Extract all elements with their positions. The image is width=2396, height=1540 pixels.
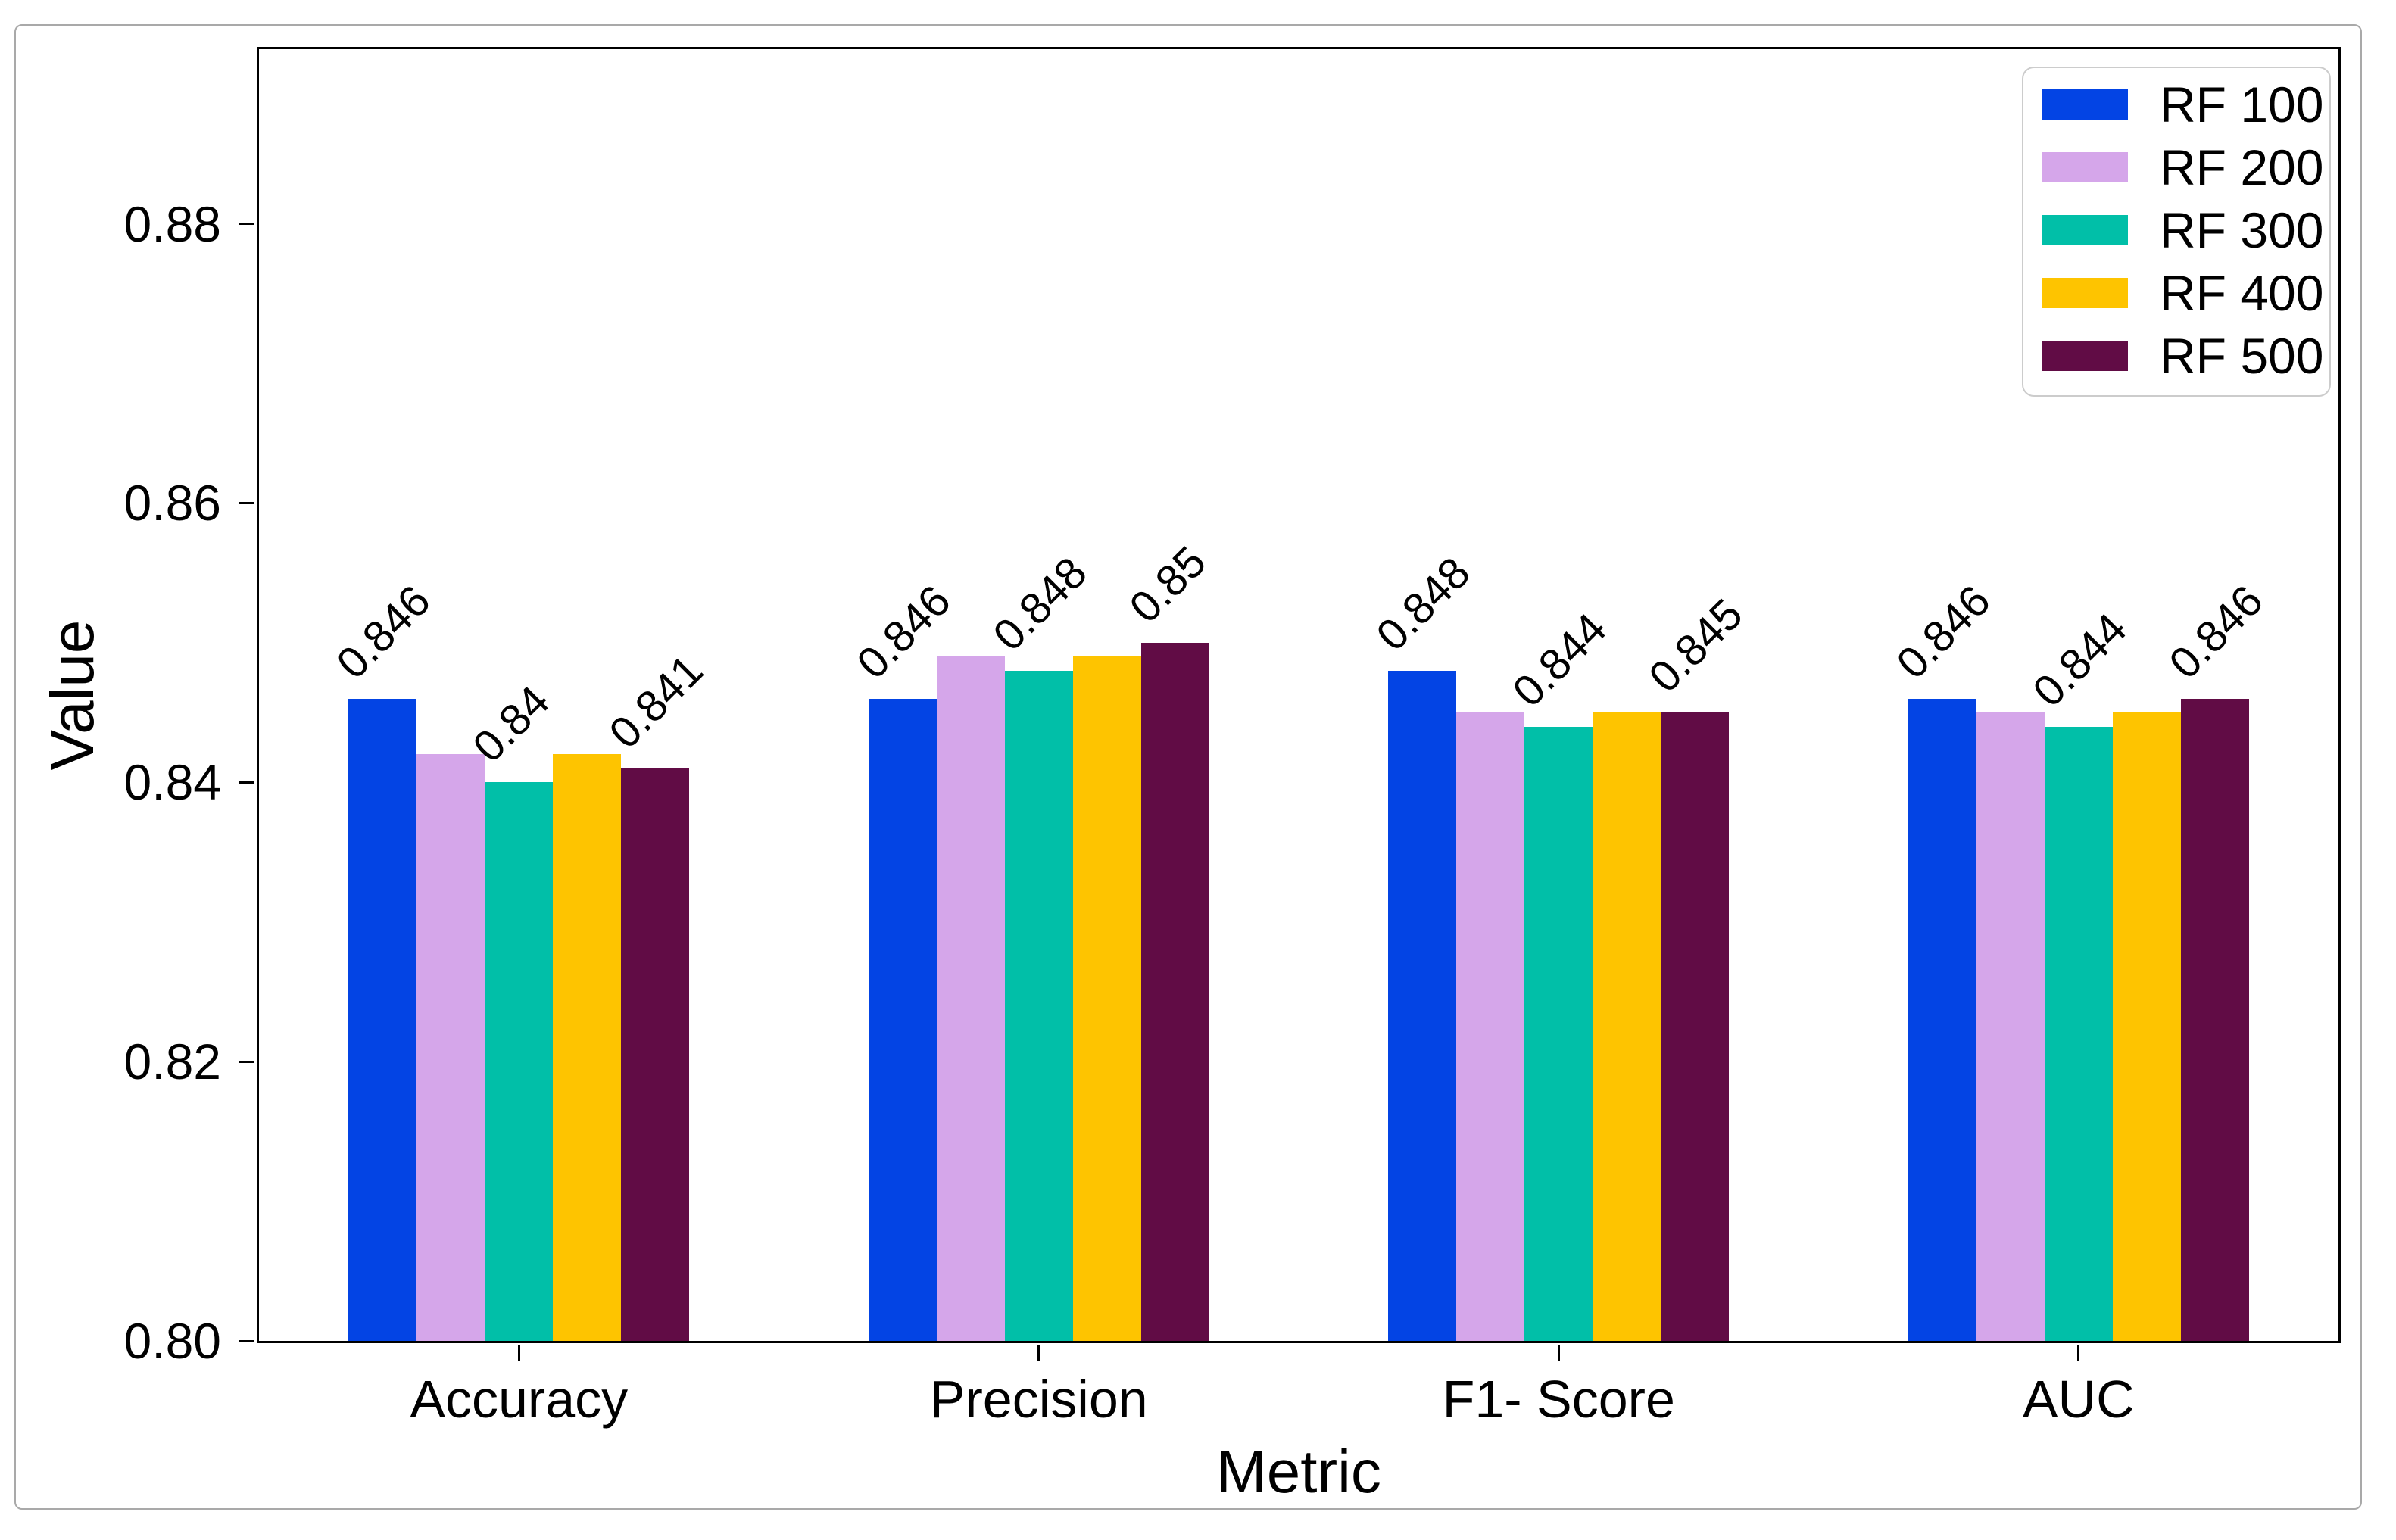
y-tick-label: 0.88 <box>123 195 221 252</box>
y-axis-title: Value <box>39 619 106 771</box>
bar-value-label: 0.846 <box>327 575 441 688</box>
bar-value-label: 0.846 <box>1887 575 2000 688</box>
bar-rf300-precision <box>1004 670 1073 1341</box>
bar-rf100-precision <box>868 698 937 1341</box>
bar-rf100-accuracy <box>348 698 417 1341</box>
legend-swatch-icon <box>2042 215 2128 245</box>
legend-item-rf300: RF 300 <box>2023 200 2323 260</box>
x-tick-label: AUC <box>2022 1370 2135 1429</box>
legend: RF 100 RF 200 RF 300 RF 400 RF 500 <box>2022 67 2331 397</box>
bar-rf500-auc <box>2180 698 2249 1341</box>
x-tick-mark <box>1037 1345 1040 1361</box>
bar-rf200-auc <box>1976 712 2045 1341</box>
x-tick-label: F1- Score <box>1442 1370 1675 1429</box>
legend-label: RF 500 <box>2160 328 2324 384</box>
y-tick-mark <box>239 501 254 504</box>
bar-value-label: 0.848 <box>984 547 1097 660</box>
x-tick-label: Accuracy <box>410 1370 629 1429</box>
bar-value-label: 0.85 <box>1120 537 1215 632</box>
x-axis-title: Metric <box>1216 1438 1381 1505</box>
y-tick-label: 0.84 <box>123 754 221 811</box>
y-tick-mark <box>239 223 254 226</box>
bar-rf200-precision <box>936 656 1005 1341</box>
legend-label: RF 300 <box>2160 202 2324 258</box>
bar-rf500-precision <box>1140 642 1209 1341</box>
legend-label: RF 200 <box>2160 139 2324 195</box>
bar-value-label: 0.841 <box>600 645 713 758</box>
bar-value-label: 0.848 <box>1367 547 1480 660</box>
y-tick-mark <box>239 1060 254 1063</box>
y-tick-label: 0.86 <box>123 475 221 532</box>
legend-swatch-icon <box>2042 89 2128 120</box>
legend-swatch-icon <box>2042 278 2128 308</box>
y-tick-mark <box>239 1339 254 1342</box>
y-tick-label: 0.82 <box>123 1033 221 1090</box>
bar-value-label: 0.844 <box>1503 603 1617 716</box>
bar-rf100-auc <box>1908 698 1976 1341</box>
bar-rf200-accuracy <box>416 754 485 1341</box>
bar-rf400-precision <box>1072 656 1141 1341</box>
legend-item-rf500: RF 500 <box>2023 326 2323 386</box>
legend-label: RF 400 <box>2160 265 2324 321</box>
legend-item-rf400: RF 400 <box>2023 263 2323 323</box>
legend-label: RF 100 <box>2160 76 2324 132</box>
y-tick-label: 0.80 <box>123 1313 221 1369</box>
y-tick-mark <box>239 781 254 784</box>
bar-value-label: 0.845 <box>1639 589 1753 703</box>
legend-item-rf100: RF 100 <box>2023 74 2323 135</box>
x-tick-mark <box>2077 1345 2080 1361</box>
bar-rf500-accuracy <box>621 768 690 1341</box>
bar-value-label: 0.844 <box>2023 603 2136 716</box>
bar-rf300-f1-score <box>1524 726 1593 1341</box>
legend-swatch-icon <box>2042 152 2128 182</box>
figure-border <box>14 24 2362 1510</box>
bar-rf300-auc <box>2044 726 2113 1341</box>
bar-rf400-accuracy <box>553 754 622 1341</box>
legend-swatch-icon <box>2042 341 2128 371</box>
bar-rf200-f1-score <box>1456 712 1525 1341</box>
plot-area: 0.80 0.82 0.84 0.86 0.88 Accuracy 0.846 0.84 0.8… <box>124 47 2341 1426</box>
legend-item-rf200: RF 200 <box>2023 137 2323 198</box>
bar-rf400-f1-score <box>1593 712 1661 1341</box>
bar-rf300-accuracy <box>485 782 554 1341</box>
x-tick-mark <box>517 1345 520 1361</box>
x-tick-mark <box>1557 1345 1560 1361</box>
x-tick-label: Precision <box>929 1370 1148 1429</box>
bar-rf500-f1-score <box>1661 712 1730 1341</box>
bar-rf100-f1-score <box>1388 670 1457 1341</box>
bar-rf400-auc <box>2112 712 2181 1341</box>
bar-value-label: 0.846 <box>2160 575 2273 688</box>
